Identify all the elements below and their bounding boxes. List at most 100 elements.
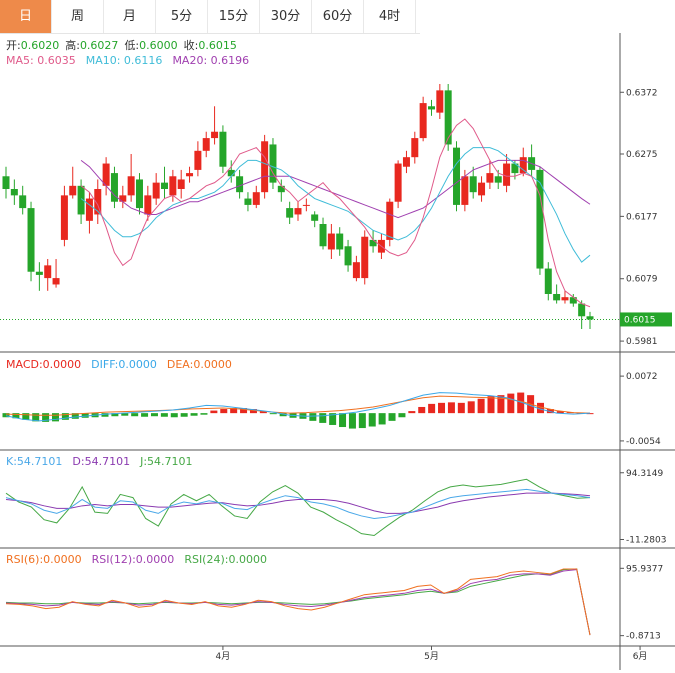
candle xyxy=(453,141,461,212)
macd-bar xyxy=(22,413,30,420)
macd-bar xyxy=(51,413,59,422)
macd-bar xyxy=(220,409,228,414)
tab-30min[interactable]: 30分 xyxy=(260,0,312,33)
candle xyxy=(102,157,110,196)
tab-week[interactable]: 周 xyxy=(52,0,104,33)
candle xyxy=(52,259,60,288)
candle xyxy=(336,227,344,256)
candle xyxy=(427,99,435,116)
macd-bar xyxy=(348,413,356,429)
macd-bar xyxy=(438,402,446,414)
macd-bar xyxy=(517,392,525,414)
ma10-line xyxy=(80,147,591,263)
candle xyxy=(110,166,118,209)
candle-body xyxy=(135,179,143,209)
candle-body xyxy=(569,297,577,304)
candle xyxy=(2,166,10,199)
candle-body xyxy=(119,195,127,202)
macd-bar xyxy=(200,413,208,415)
candle xyxy=(27,201,35,282)
macd-bar xyxy=(81,413,89,418)
current-price-label: 0.6015 xyxy=(624,315,656,325)
candle-body xyxy=(402,157,410,167)
macd-bar xyxy=(2,413,10,418)
tab-month[interactable]: 月 xyxy=(104,0,156,33)
candle xyxy=(528,144,536,177)
candle xyxy=(361,230,369,285)
macd-bar xyxy=(61,413,69,420)
price-tick-label: 0.6177 xyxy=(626,212,658,222)
candle-body xyxy=(444,90,452,145)
candle-body xyxy=(336,233,344,250)
macd-bar xyxy=(408,411,416,414)
candle xyxy=(486,160,494,189)
macd-bar xyxy=(457,402,465,414)
tab-60min[interactable]: 60分 xyxy=(312,0,364,33)
candle-body xyxy=(2,176,10,189)
candle xyxy=(553,284,561,304)
candle xyxy=(169,169,177,202)
candle xyxy=(478,176,486,202)
candle-body xyxy=(427,106,435,110)
candle xyxy=(177,169,185,199)
candle xyxy=(119,185,127,209)
candle xyxy=(77,179,85,224)
tab-4hour[interactable]: 4时 xyxy=(364,0,416,33)
candle-body xyxy=(227,169,235,177)
current-price-badge xyxy=(620,312,672,327)
candle xyxy=(194,141,202,177)
candle xyxy=(311,211,319,228)
candle-body xyxy=(553,294,561,301)
candle-body xyxy=(269,144,277,183)
candle xyxy=(302,198,310,212)
candle-body xyxy=(10,189,18,196)
tab-15min[interactable]: 15分 xyxy=(208,0,260,33)
candle xyxy=(327,224,335,259)
macd-bar xyxy=(170,413,178,418)
candle-body xyxy=(394,163,402,202)
candle-body xyxy=(60,195,68,240)
macd-bar xyxy=(487,396,495,414)
period-tabs: 日 周 月 5分 15分 30分 60分 4时 xyxy=(0,0,420,34)
candle xyxy=(94,179,102,224)
candle xyxy=(269,138,277,189)
candle-body xyxy=(503,163,511,186)
tab-day[interactable]: 日 xyxy=(0,0,52,33)
candle-body xyxy=(478,182,486,196)
macd-bar xyxy=(180,413,188,417)
candle-body xyxy=(386,201,394,240)
macd-bar xyxy=(259,411,267,414)
candle xyxy=(60,185,68,247)
candle-body xyxy=(544,268,552,294)
macd-bar xyxy=(150,413,158,417)
ma20-legend: MA20: 0.6196 xyxy=(172,54,249,67)
rsi-tick-label: 95.9377 xyxy=(626,564,663,574)
candle xyxy=(386,198,394,247)
candle xyxy=(69,166,77,199)
macd-bar xyxy=(12,413,20,419)
candle-body xyxy=(77,185,85,215)
candle-body xyxy=(85,198,93,221)
candle-body xyxy=(419,103,427,139)
candle xyxy=(586,311,594,329)
candle xyxy=(135,173,143,215)
macd-bar xyxy=(309,413,317,421)
chart-frame xyxy=(0,33,675,670)
candle-body xyxy=(319,224,327,247)
candle-body xyxy=(202,138,210,151)
candle-body xyxy=(286,208,294,218)
candle xyxy=(578,300,586,329)
macd-bar xyxy=(467,401,475,414)
macd-bar xyxy=(537,402,545,414)
rsi6-line xyxy=(5,568,591,636)
candle xyxy=(161,166,169,199)
tab-5min[interactable]: 5分 xyxy=(156,0,208,33)
candle xyxy=(261,134,269,199)
candle-body xyxy=(352,262,360,279)
kdj-legend: K:54.7101 D:54.7101 J:54.7101 xyxy=(6,455,193,468)
candle xyxy=(10,179,18,205)
candle xyxy=(252,185,260,209)
candle-body xyxy=(277,185,285,193)
x-axis: 4月 5月 6月 xyxy=(216,646,647,662)
